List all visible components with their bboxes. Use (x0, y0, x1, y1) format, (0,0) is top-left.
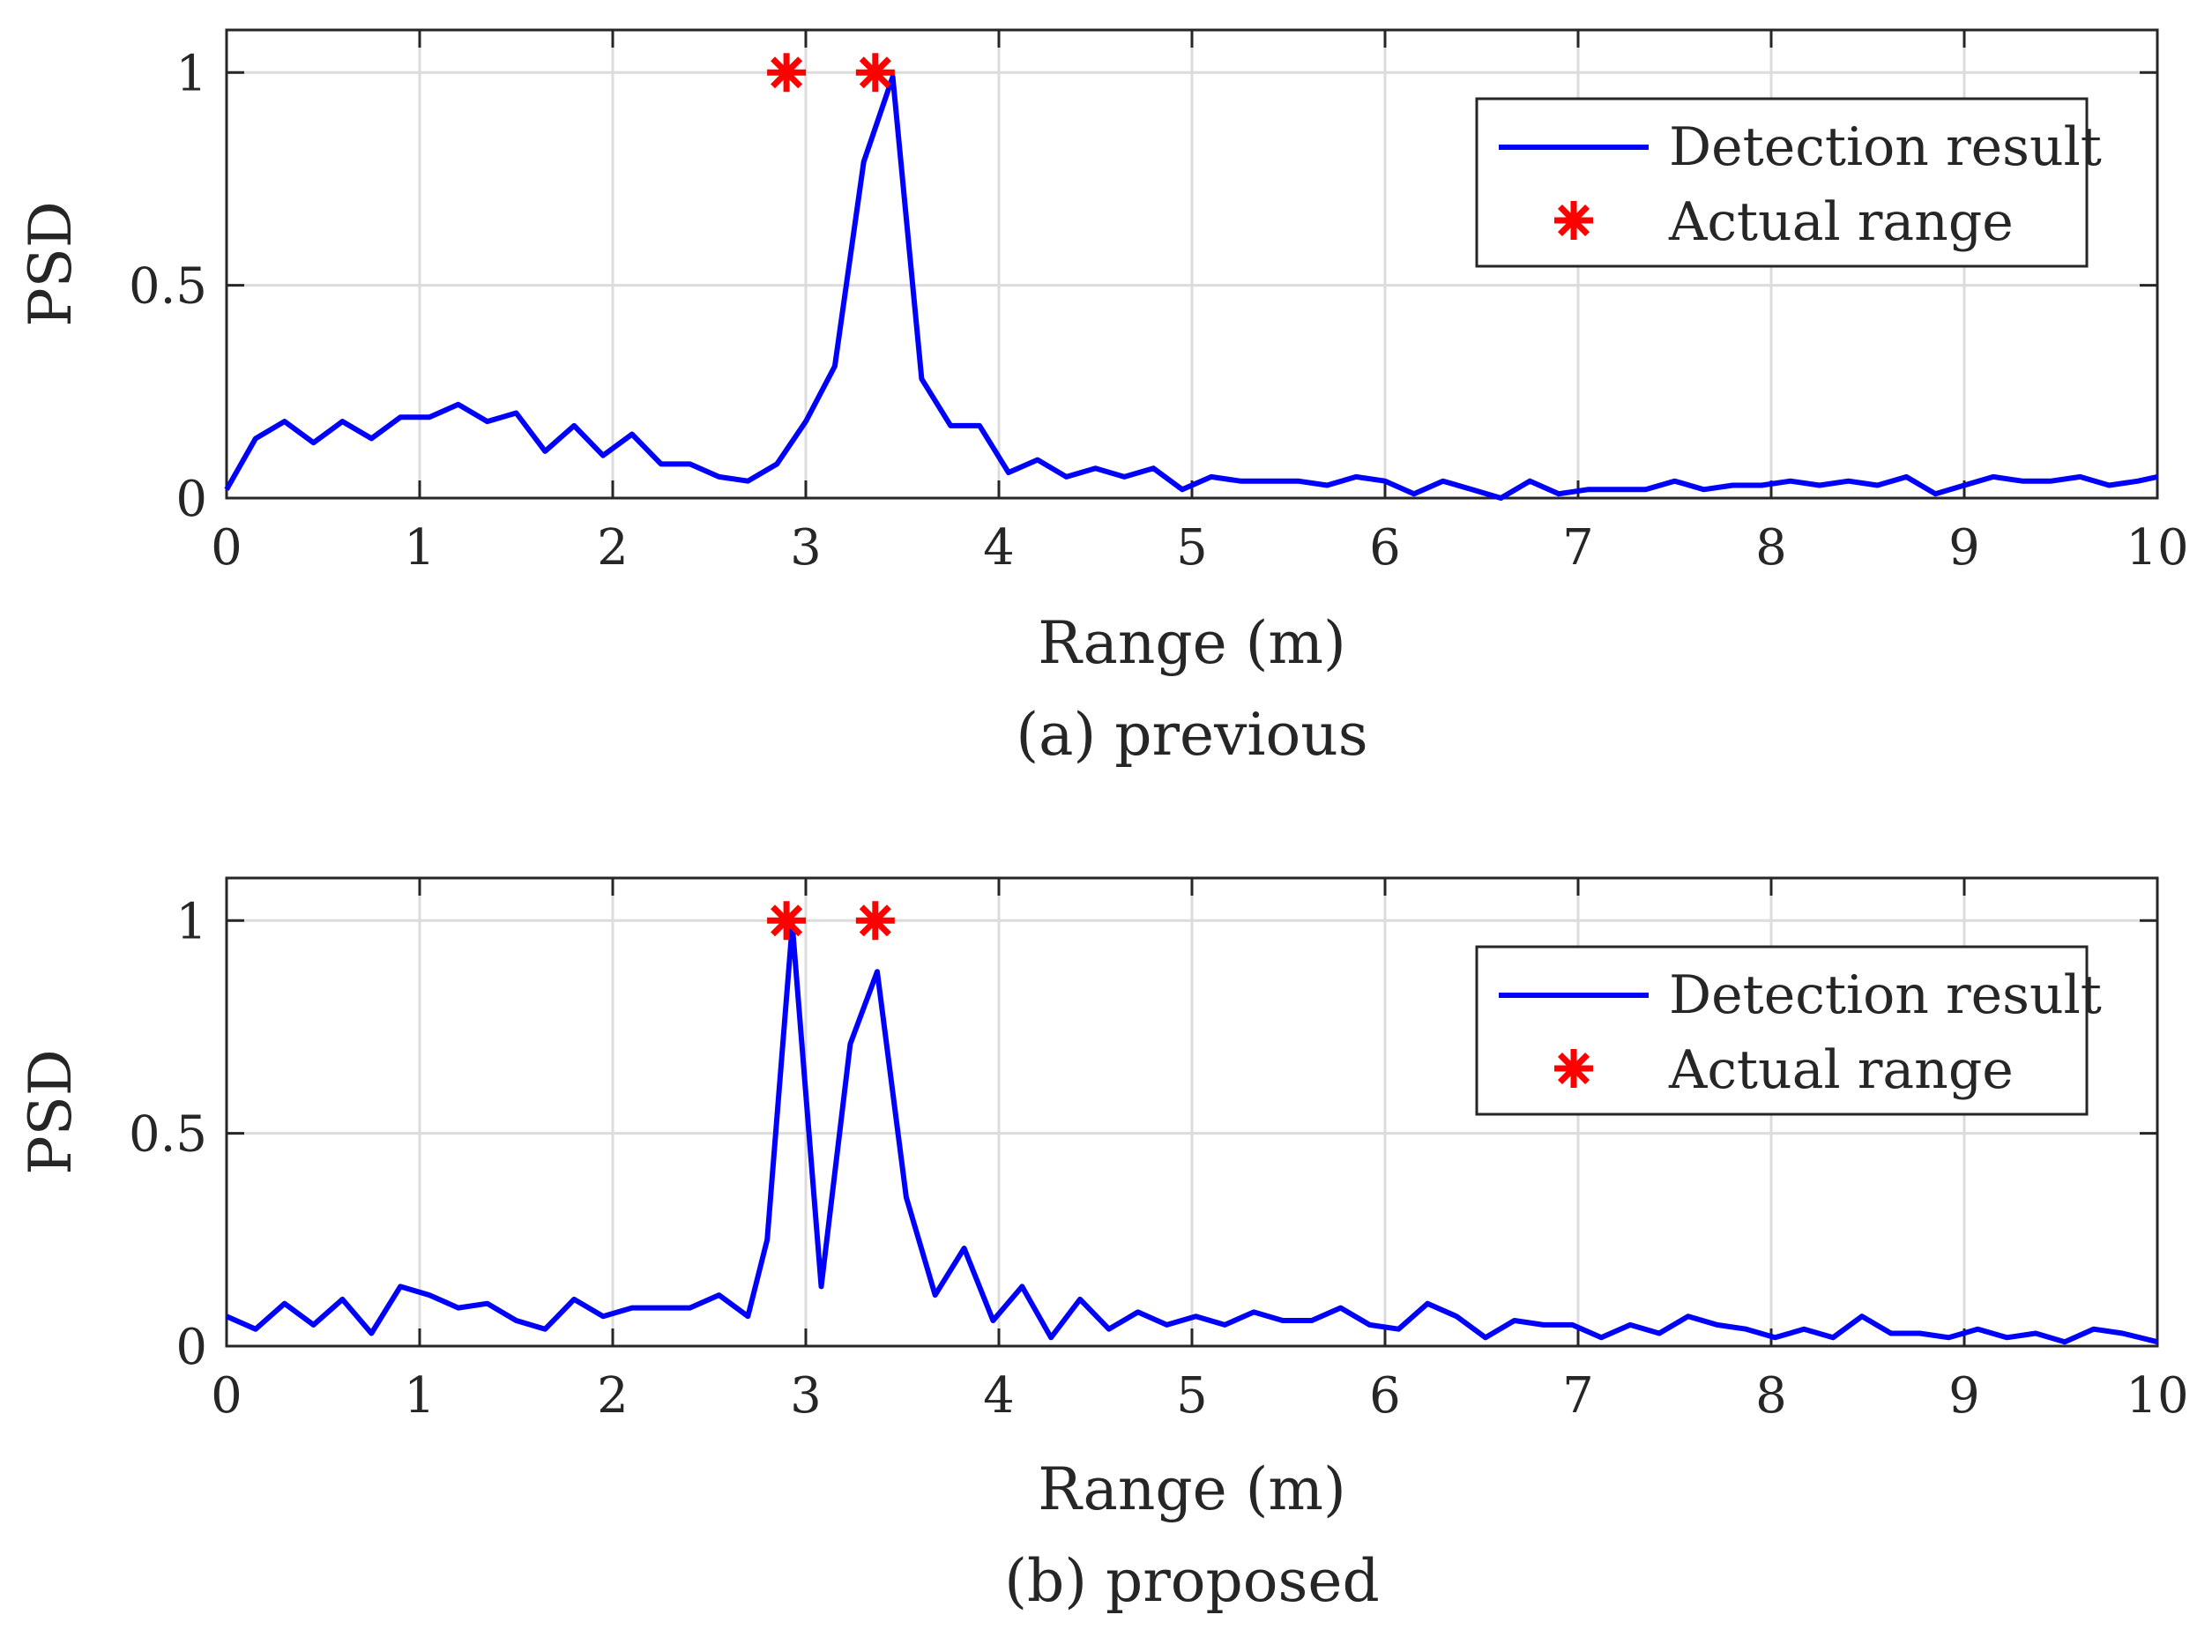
x-tick-label: 0 (211, 1367, 242, 1425)
detection-result-line (225, 922, 2158, 1345)
y-tick-label: 1 (175, 893, 207, 950)
x-axis-label: Range (m) (1038, 1455, 1345, 1523)
x-tick-label: 3 (790, 519, 822, 577)
x-tick-label: 4 (983, 1367, 1015, 1425)
x-tick-label: 1 (404, 1367, 436, 1425)
legend-box (1475, 97, 2089, 268)
x-tick-label: 1 (404, 519, 436, 577)
actual-range-marker-stroke (771, 904, 803, 937)
legend-marker-swatch-stroke (1557, 1052, 1590, 1085)
legend-marker-swatch (1554, 1049, 1593, 1088)
x-tick-label: 4 (983, 519, 1015, 577)
x-tick-label: 7 (1562, 519, 1594, 577)
legend-box (1475, 945, 2089, 1116)
actual-range-marker (767, 53, 807, 93)
x-tick-label: 9 (1948, 1367, 1980, 1425)
x-tick-label: 10 (2126, 519, 2188, 577)
legend-label-detection: Detection result (1669, 116, 2102, 178)
x-tick-label: 2 (597, 1367, 629, 1425)
y-tick-label: 0 (175, 1319, 207, 1376)
x-tick-label: 6 (1369, 1367, 1401, 1425)
panel-caption: (b) proposed (1004, 1547, 1379, 1615)
legend: Detection result Actual range (1475, 97, 2102, 268)
chart-panel-a: 0 1 2 3 4 5 6 7 8 9 10 0 0.5 1 Range (m) PSD (a) previou… (17, 28, 2189, 769)
legend: Detection result Actual range (1475, 945, 2102, 1116)
actual-range-marker (855, 901, 895, 941)
x-tick-label: 10 (2126, 1367, 2188, 1425)
x-tick-label: 8 (1755, 1367, 1787, 1425)
x-tick-label: 3 (790, 1367, 822, 1425)
legend-marker-swatch-stroke (1557, 204, 1590, 237)
actual-range-marker-stroke (771, 56, 803, 89)
x-tick-label: 6 (1369, 519, 1401, 577)
y-tick-label: 0.5 (129, 1106, 207, 1164)
x-tick-label: 9 (1948, 519, 1980, 577)
y-tick-label: 1 (175, 45, 207, 102)
x-tick-label: 8 (1755, 519, 1787, 577)
legend-marker-swatch (1554, 201, 1593, 240)
panel-caption: (a) previous (1016, 701, 1367, 769)
x-tick-label: 0 (211, 519, 242, 577)
legend-label-detection: Detection result (1669, 964, 2102, 1026)
chart-panel-b: 0 1 2 3 4 5 6 7 8 9 10 0 0.5 1 Range (m) PSD (b) propose… (17, 876, 2189, 1615)
actual-range-marker-stroke (859, 56, 891, 89)
legend-label-actual: Actual range (1668, 1039, 2014, 1101)
y-axis-label: PSD (17, 1049, 85, 1175)
y-tick-label: 0 (175, 471, 207, 528)
legend-label-actual: Actual range (1668, 191, 2014, 253)
y-axis-label: PSD (17, 201, 85, 327)
x-axis-label: Range (m) (1038, 609, 1345, 677)
y-tick-label: 0.5 (129, 258, 207, 316)
actual-range-marker (767, 901, 807, 941)
x-tick-label: 5 (1176, 519, 1208, 577)
actual-range-marker-stroke (859, 904, 891, 937)
x-tick-label: 5 (1176, 1367, 1208, 1425)
x-tick-label: 7 (1562, 1367, 1594, 1425)
actual-range-marker (855, 53, 895, 93)
x-tick-label: 2 (597, 519, 629, 577)
detection-result-line (224, 74, 2158, 501)
